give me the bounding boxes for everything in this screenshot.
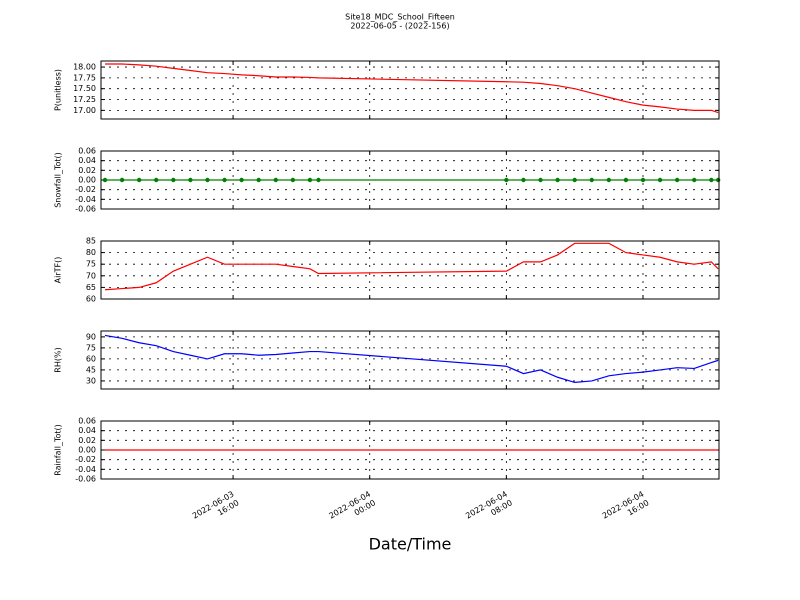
data-point [290,177,296,183]
data-point [136,177,142,183]
data-point [715,177,721,183]
y-tick-label: 90 [86,332,96,341]
data-point [119,177,125,183]
title: Site18_MDC_School_Fifteen [345,13,455,22]
plot-frame [100,60,720,120]
y-tick-label: 17.00 [73,106,96,115]
y-tick-label: -0.06 [75,475,96,484]
y-tick-label: 0.06 [78,417,96,426]
y-tick-label: 75 [86,260,96,269]
y-tick-label: 17.75 [73,73,96,82]
data-point [188,177,193,183]
y-tick-label: -0.04 [75,465,96,474]
data-point [674,177,680,183]
y-tick-label: 17.50 [73,84,96,93]
y-tick-label: 65 [86,283,96,292]
data-point [504,177,509,183]
data-point [692,177,697,183]
data-line [104,242,719,291]
data-point [316,177,321,183]
data-point [205,177,210,183]
data-point [589,177,594,183]
y-tick-label: 70 [86,271,96,280]
y-axis-label: AirTF() [54,257,63,284]
data-point [222,177,227,183]
x-tick-label: 2022-06-0408:00 [464,489,514,529]
x-tick-label: 2022-06-0316:00 [191,489,241,529]
data-point [640,177,646,183]
data-point [171,177,176,183]
data-point [623,177,629,183]
data-point [307,177,313,183]
data-point [239,177,244,183]
y-tick-label: 0.00 [78,446,96,455]
y-tick-label: 0.00 [78,176,96,185]
y-tick-label: 18.00 [73,63,96,72]
data-point [709,177,714,183]
y-axis-label: P(unitless) [54,69,63,111]
y-tick-label: 0.06 [78,147,96,156]
y-tick-label: 60 [86,295,96,304]
data-point [657,177,663,183]
plot-frame [100,150,720,210]
y-tick-label: 80 [86,248,96,257]
y-tick-label: 30 [86,376,96,385]
plot-frame [100,240,720,300]
data-point [538,177,543,183]
y-tick-label: 0.02 [78,436,96,445]
data-point [572,177,577,183]
data-point [521,177,526,183]
data-point [606,177,612,183]
x-tick-label: 2022-06-0400:00 [327,489,377,529]
y-tick-label: 17.25 [73,95,96,104]
subtitle: 2022-06-05 - (2022-156) [350,22,449,31]
y-tick-label: 85 [86,237,96,246]
x-tick-label: 2022-06-0416:00 [600,489,650,529]
data-line [104,63,719,114]
y-tick-label: -0.06 [75,205,96,214]
y-tick-label: 75 [86,343,96,352]
data-point [102,177,108,183]
data-point [256,177,261,183]
data-point [273,177,278,183]
y-tick-label: -0.02 [75,455,96,464]
y-axis-label: Rainfall_Tot() [54,424,63,476]
y-tick-label: -0.04 [75,195,96,204]
y-tick-label: 45 [86,365,96,374]
data-point [154,177,159,183]
data-line [104,334,719,383]
y-tick-label: 60 [86,354,96,363]
y-tick-label: -0.02 [75,185,96,194]
y-tick-label: 0.02 [78,166,96,175]
x-axis-label: Date/Time [369,535,452,554]
plot-frame [100,330,720,390]
y-axis-label: Snowfall_Tot() [54,152,63,208]
y-tick-label: 0.04 [78,156,96,165]
data-point [555,177,560,183]
y-tick-label: 0.04 [78,426,96,435]
plot-frame [100,420,720,480]
y-axis-label: RH(%) [54,347,63,372]
